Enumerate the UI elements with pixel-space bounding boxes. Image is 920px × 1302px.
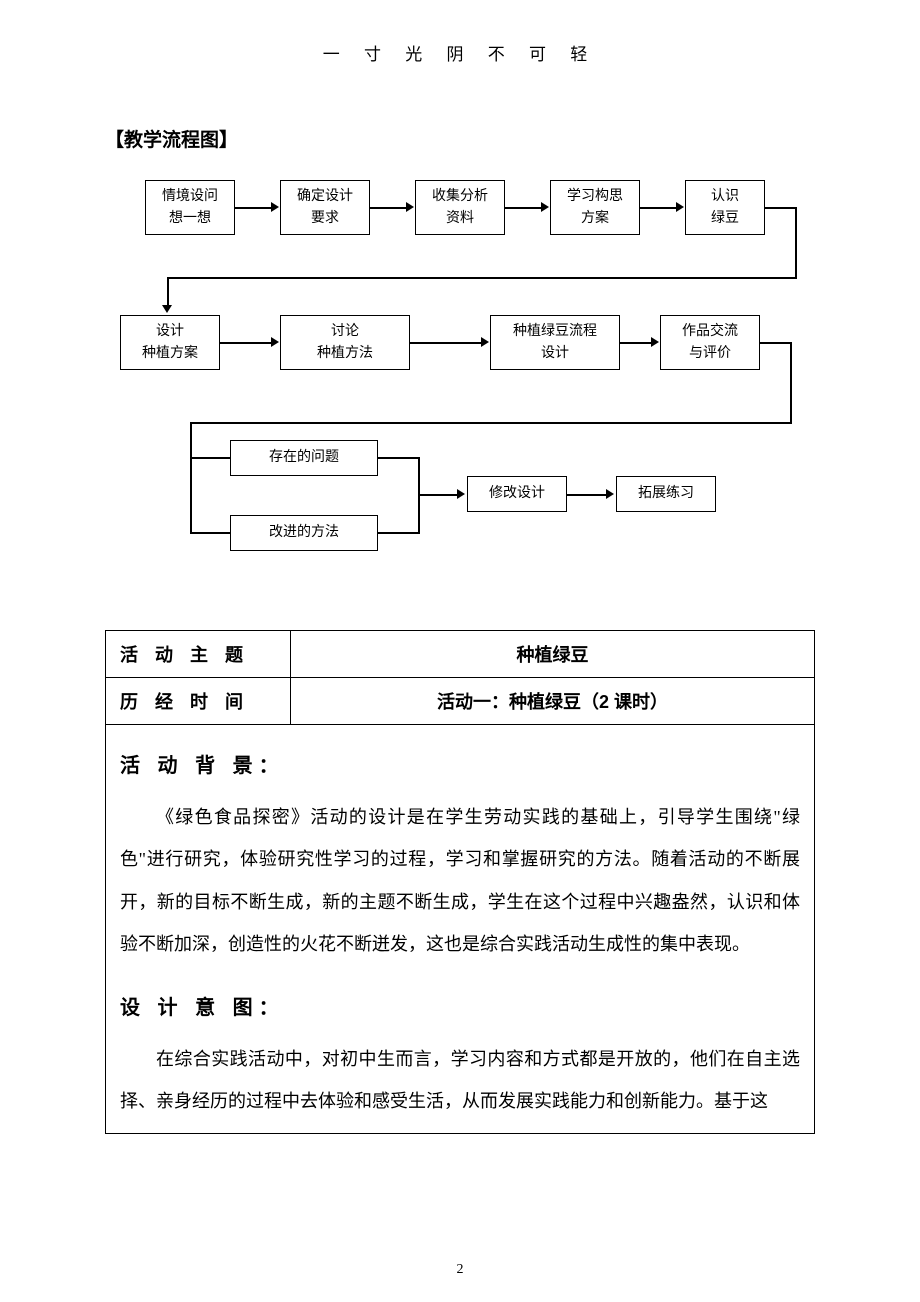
fc-connector: [567, 494, 607, 496]
fc-text: 改进的方法: [269, 522, 339, 544]
fc-box-requirements: 确定设计 要求: [280, 180, 370, 235]
fc-connector: [795, 207, 797, 277]
fc-text: 确定设计: [297, 186, 353, 208]
flowchart: 情境设问 想一想 确定设计 要求 收集分析 资料 学习构思 方案 认识 绿豆 设…: [115, 180, 805, 600]
fc-connector: [760, 342, 790, 344]
fc-connector: [220, 342, 272, 344]
fc-box-extend: 拓展练习: [616, 476, 716, 512]
arrow-right-icon: [271, 202, 279, 212]
fc-text: 种植方法: [317, 343, 373, 365]
fc-box-revise: 修改设计: [467, 476, 567, 512]
fc-text: 修改设计: [489, 483, 545, 505]
fc-box-study: 学习构思 方案: [550, 180, 640, 235]
fc-connector: [167, 277, 169, 307]
arrow-right-icon: [606, 489, 614, 499]
arrow-right-icon: [481, 337, 489, 347]
fc-box-discuss: 讨论 种植方法: [280, 315, 410, 370]
heading-design-intent: 设 计 意 图：: [120, 991, 800, 1020]
arrow-down-icon: [162, 305, 172, 313]
fc-text: 绿豆: [711, 208, 739, 230]
table-row: 活 动 主 题 种植绿豆: [106, 631, 815, 678]
fc-connector: [190, 457, 230, 459]
fc-text: 学习构思: [567, 186, 623, 208]
arrow-right-icon: [541, 202, 549, 212]
fc-box-recognize: 认识 绿豆: [685, 180, 765, 235]
header-motto: 一 寸 光 阴 不 可 轻: [105, 40, 815, 65]
fc-text: 想一想: [169, 208, 211, 230]
fc-connector: [378, 457, 418, 459]
fc-connector: [418, 494, 458, 496]
fc-box-improve: 改进的方法: [230, 515, 378, 551]
label-duration: 历 经 时 间: [106, 678, 291, 725]
fc-text: 方案: [581, 208, 609, 230]
fc-text: 讨论: [331, 321, 359, 343]
fc-connector: [190, 493, 192, 534]
fc-text: 种植方案: [142, 343, 198, 365]
fc-text: 作品交流: [682, 321, 738, 343]
fc-connector: [167, 277, 797, 279]
fc-connector: [190, 532, 230, 534]
fc-text: 要求: [311, 208, 339, 230]
para-background: 《绿色食品探密》活动的设计是在学生劳动实践的基础上，引导学生围绕"绿色"进行研究…: [120, 796, 800, 965]
fc-box-design-plan: 设计 种植方案: [120, 315, 220, 370]
fc-text: 认识: [711, 186, 739, 208]
fc-text: 种植绿豆流程: [513, 321, 597, 343]
fc-text: 存在的问题: [269, 447, 339, 469]
fc-connector: [790, 342, 792, 422]
fc-connector: [235, 207, 272, 209]
arrow-right-icon: [676, 202, 684, 212]
fc-connector: [190, 422, 792, 424]
page-number: 2: [0, 1262, 920, 1278]
fc-text: 收集分析: [432, 186, 488, 208]
fc-box-exchange: 作品交流 与评价: [660, 315, 760, 370]
arrow-right-icon: [271, 337, 279, 347]
info-table: 活 动 主 题 种植绿豆 历 经 时 间 活动一：种植绿豆（2 课时） 活 动 …: [105, 630, 815, 1134]
heading-background: 活 动 背 景：: [120, 749, 800, 778]
fc-connector: [765, 207, 795, 209]
table-row: 历 经 时 间 活动一：种植绿豆（2 课时）: [106, 678, 815, 725]
value-activity-topic: 种植绿豆: [291, 631, 815, 678]
fc-text: 设计: [156, 321, 184, 343]
fc-box-collect: 收集分析 资料: [415, 180, 505, 235]
fc-connector: [370, 207, 407, 209]
fc-text: 设计: [541, 343, 569, 365]
arrow-right-icon: [651, 337, 659, 347]
value-duration: 活动一：种植绿豆（2 课时）: [291, 678, 815, 725]
fc-connector: [418, 457, 420, 534]
para-design-intent: 在综合实践活动中，对初中生而言，学习内容和方式都是开放的，他们在自主选择、亲身经…: [120, 1038, 800, 1123]
fc-box-problems: 存在的问题: [230, 440, 378, 476]
fc-connector: [620, 342, 652, 344]
fc-text: 资料: [446, 208, 474, 230]
fc-box-process: 种植绿豆流程 设计: [490, 315, 620, 370]
fc-text: 拓展练习: [638, 483, 694, 505]
fc-box-situation: 情境设问 想一想: [145, 180, 235, 235]
table-row: 活 动 背 景： 《绿色食品探密》活动的设计是在学生劳动实践的基础上，引导学生围…: [106, 725, 815, 1134]
arrow-right-icon: [406, 202, 414, 212]
label-activity-topic: 活 动 主 题: [106, 631, 291, 678]
fc-text: 情境设问: [162, 186, 218, 208]
content-cell: 活 动 背 景： 《绿色食品探密》活动的设计是在学生劳动实践的基础上，引导学生围…: [106, 725, 815, 1134]
fc-connector: [378, 532, 418, 534]
arrow-right-icon: [457, 489, 465, 499]
fc-connector: [410, 342, 482, 344]
fc-connector: [640, 207, 677, 209]
section-title: 【教学流程图】: [105, 125, 815, 152]
fc-connector: [505, 207, 542, 209]
fc-text: 与评价: [689, 343, 731, 365]
